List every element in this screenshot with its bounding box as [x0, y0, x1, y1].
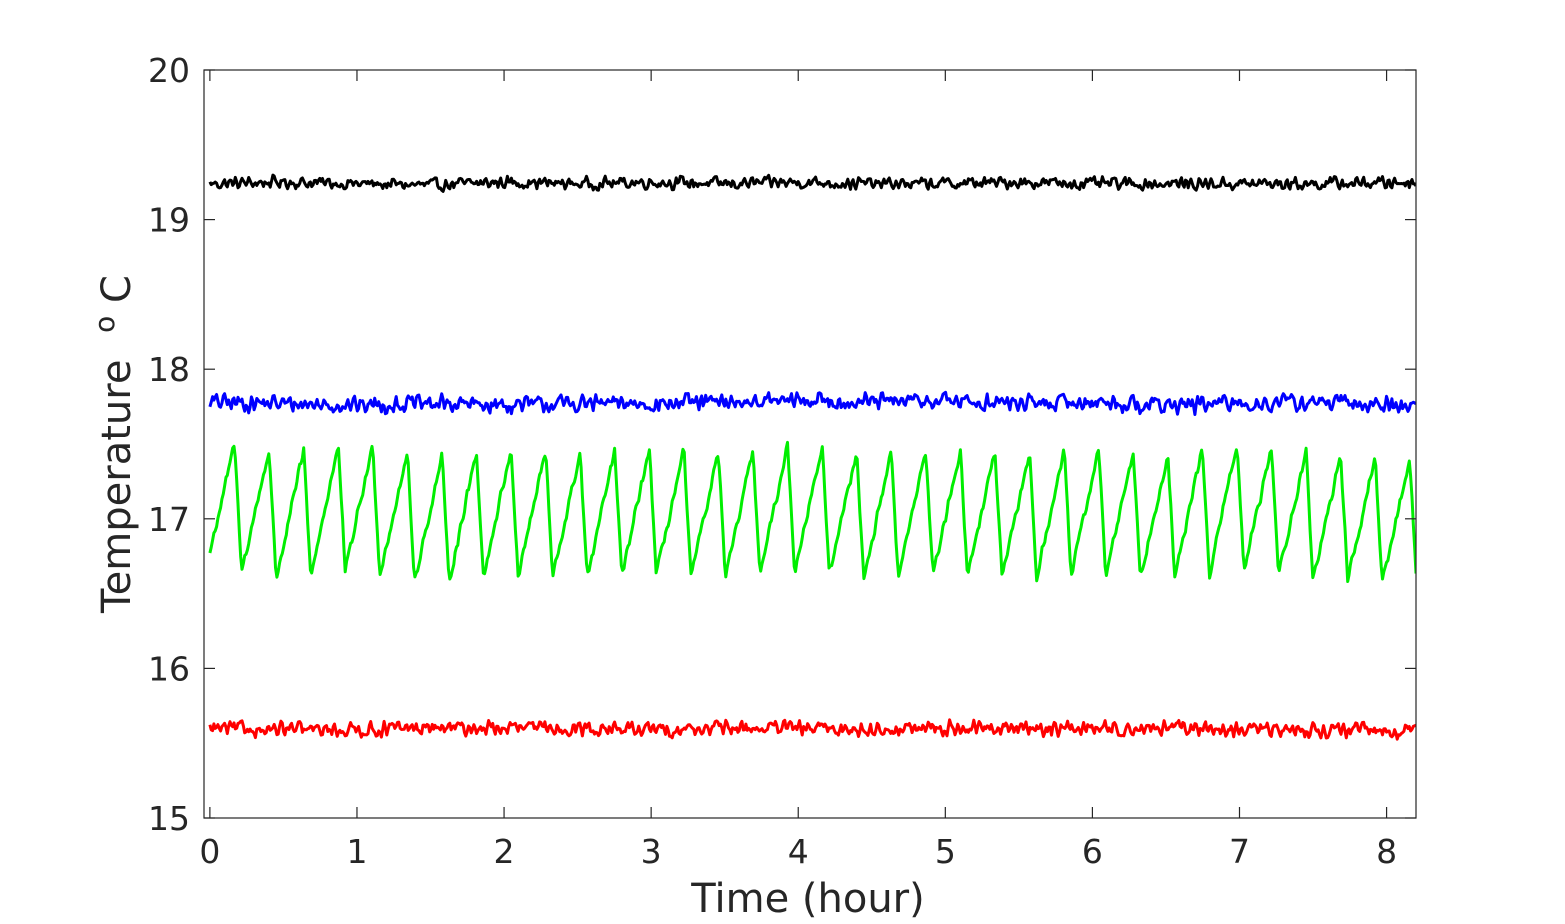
x-tick-label: 2 — [494, 832, 515, 871]
plot-area — [204, 70, 1416, 818]
x-tick-label: 6 — [1082, 832, 1103, 871]
y-axis-label: Temperature — [94, 360, 140, 614]
series-line-0 — [208, 173, 1416, 193]
series-line-1 — [208, 390, 1416, 416]
y-axis-label-group: Temperature o C — [78, 275, 140, 614]
y-tick-label: 18 — [148, 350, 190, 389]
x-tick-label: 4 — [788, 832, 809, 871]
y-tick-label: 15 — [148, 799, 190, 838]
x-tick-label: 1 — [346, 832, 367, 871]
x-tick-label: 0 — [199, 832, 220, 871]
x-tick-label: 3 — [641, 832, 662, 871]
y-axis-unit-superscript: o — [88, 316, 121, 333]
x-axis-label: Time (hour) — [690, 876, 924, 922]
x-tick-label: 7 — [1229, 832, 1250, 871]
series-line-2 — [208, 440, 1416, 583]
y-tick-label: 16 — [148, 649, 190, 688]
axes-box — [203, 69, 1417, 819]
y-tick-label: 20 — [148, 51, 190, 90]
x-tick-label: 5 — [935, 832, 956, 871]
y-axis-unit: C — [94, 275, 140, 303]
series-line-3 — [208, 718, 1416, 741]
x-tick-label: 8 — [1376, 832, 1397, 871]
y-tick-label: 19 — [148, 201, 190, 240]
svg-text:Temperature o C: Temperature o C — [78, 275, 140, 614]
y-tick-label: 17 — [148, 500, 190, 539]
